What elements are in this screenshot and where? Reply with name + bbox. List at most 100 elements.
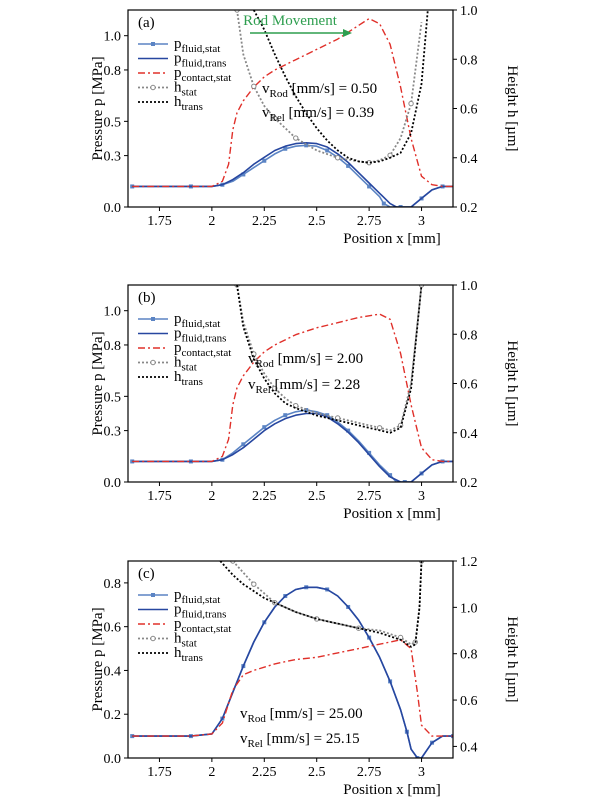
x-tick-label: 3 xyxy=(418,489,425,504)
y2-axis-label: Height h [µm] xyxy=(504,65,520,151)
y2-tick-label: 0.6 xyxy=(460,694,478,709)
rod-movement-arrow-head xyxy=(343,29,352,37)
data-point xyxy=(346,428,351,433)
legend-entry-sub: stat xyxy=(182,87,197,99)
x-tick-label: 2.75 xyxy=(357,765,382,780)
x-tick-label: 2.5 xyxy=(308,489,326,504)
legend-marker xyxy=(151,42,155,46)
y-axis-label: Pressure p [MPa] xyxy=(90,56,106,160)
y2-tick-label: 1.2 xyxy=(460,555,478,570)
legend-entry-sub: fluid,stat xyxy=(182,594,221,606)
velocity-rel-value: [mm/s] = 25.15 xyxy=(263,731,360,747)
series-line-p-fluid-trans xyxy=(132,412,453,482)
series-line-p-contact-stat xyxy=(132,639,453,737)
data-point xyxy=(130,184,135,189)
velocity-rod-main: v xyxy=(262,81,270,97)
y-tick-label: 0.2 xyxy=(104,708,122,723)
legend-marker xyxy=(151,593,155,597)
plot-area xyxy=(130,561,453,758)
y-tick-label: 0.3 xyxy=(104,150,122,165)
legend-entry-sub: contact,stat xyxy=(182,72,232,84)
legend-entry-sub: fluid,stat xyxy=(182,318,221,330)
series-line-h-trans xyxy=(253,10,429,164)
velocity-rod: vRod [mm/s] = 0.50 xyxy=(262,81,377,100)
velocity-rel-sub: Rel xyxy=(270,112,285,124)
x-axis-label: Position x [mm] xyxy=(343,231,441,247)
velocity-rod-value: [mm/s] = 25.00 xyxy=(266,706,363,722)
x-tick-label: 2 xyxy=(208,214,215,229)
y-tick-label: 1.0 xyxy=(104,30,122,45)
legend-entry: htrans xyxy=(174,94,203,113)
velocity-rel: vRel [mm/s] = 25.15 xyxy=(240,731,360,750)
legend-entry-sub: stat xyxy=(182,638,197,650)
legend-entry-main: h xyxy=(174,369,182,385)
data-point xyxy=(272,115,278,122)
legend-entry: pfluid,trans xyxy=(174,51,226,70)
x-tick-label: 2.75 xyxy=(357,214,382,229)
legend-entry: htrans xyxy=(174,645,203,664)
y-tick-label: 0.4 xyxy=(104,664,122,679)
x-tick-label: 2 xyxy=(208,765,215,780)
legend-entry-main: p xyxy=(174,602,182,618)
data-point xyxy=(388,473,393,478)
y2-tick-label: 0.4 xyxy=(460,427,478,442)
data-point xyxy=(376,425,383,431)
velocity-rel-main: v xyxy=(240,731,248,747)
legend-entry-main: h xyxy=(174,631,182,647)
legend-entry-sub: trans xyxy=(182,101,203,113)
data-point xyxy=(367,450,372,455)
legend-marker xyxy=(150,84,156,91)
velocity-rod-main: v xyxy=(240,706,248,722)
velocity-rel-value: [mm/s] = 0.39 xyxy=(285,105,374,121)
legend-entry: hstat xyxy=(174,80,197,99)
y2-axis-label: Height h [µm] xyxy=(504,616,520,702)
series-line-p-fluid-stat xyxy=(132,144,453,207)
series-line-p-fluid-trans xyxy=(132,142,453,207)
data-point xyxy=(402,480,407,482)
y-tick-label: 0.0 xyxy=(104,201,122,216)
data-point xyxy=(325,148,330,153)
data-point xyxy=(304,408,309,413)
y2-tick-label: 0.8 xyxy=(460,648,478,663)
y-axis-label: Pressure p [MPa] xyxy=(90,607,106,711)
data-point xyxy=(381,201,386,206)
x-axis-label: Position x [mm] xyxy=(343,782,441,798)
legend-entry: pfluid,trans xyxy=(174,602,226,621)
y2-tick-label: 1.0 xyxy=(460,4,478,19)
y-tick-label: 0.0 xyxy=(104,752,122,767)
x-tick-label: 2.75 xyxy=(357,489,382,504)
y-tick-label: 0.8 xyxy=(104,577,122,592)
y2-tick-label: 1.0 xyxy=(460,279,478,294)
legend-entry-main: h xyxy=(174,94,182,110)
series-line-p-contact-stat xyxy=(132,313,453,463)
data-point xyxy=(262,158,267,163)
legend-entry-main: p xyxy=(174,340,182,356)
legend-entry-sub: fluid,trans xyxy=(182,609,227,621)
x-tick-label: 1.75 xyxy=(147,214,172,229)
series-line-h-stat xyxy=(236,285,423,432)
data-point xyxy=(130,734,135,739)
plot-area xyxy=(130,10,453,207)
data-point xyxy=(251,581,257,587)
legend-entry-sub: contact,stat xyxy=(182,623,232,635)
x-tick-label: 2 xyxy=(208,489,215,504)
y-tick-label: 0.8 xyxy=(104,339,122,354)
plot-frame xyxy=(127,560,454,759)
data-point xyxy=(408,100,414,107)
legend-entry-main: p xyxy=(174,311,182,327)
legend-marker xyxy=(150,635,156,642)
data-point xyxy=(241,172,246,177)
legend-entry-main: p xyxy=(174,587,182,603)
series-line-h-stat xyxy=(232,561,423,646)
legend-entry-main: p xyxy=(174,36,182,52)
panel-label: (a) xyxy=(138,15,155,31)
y-tick-label: 1.0 xyxy=(104,305,122,320)
y2-axis-label: Height h [µm] xyxy=(504,340,520,426)
data-point xyxy=(251,83,257,90)
data-point xyxy=(367,184,372,189)
data-point xyxy=(325,413,330,418)
x-tick-label: 3 xyxy=(418,214,425,229)
y2-tick-label: 0.4 xyxy=(460,740,478,755)
velocity-rel-main: v xyxy=(248,377,256,393)
velocity-rod-value: [mm/s] = 2.00 xyxy=(274,351,363,367)
